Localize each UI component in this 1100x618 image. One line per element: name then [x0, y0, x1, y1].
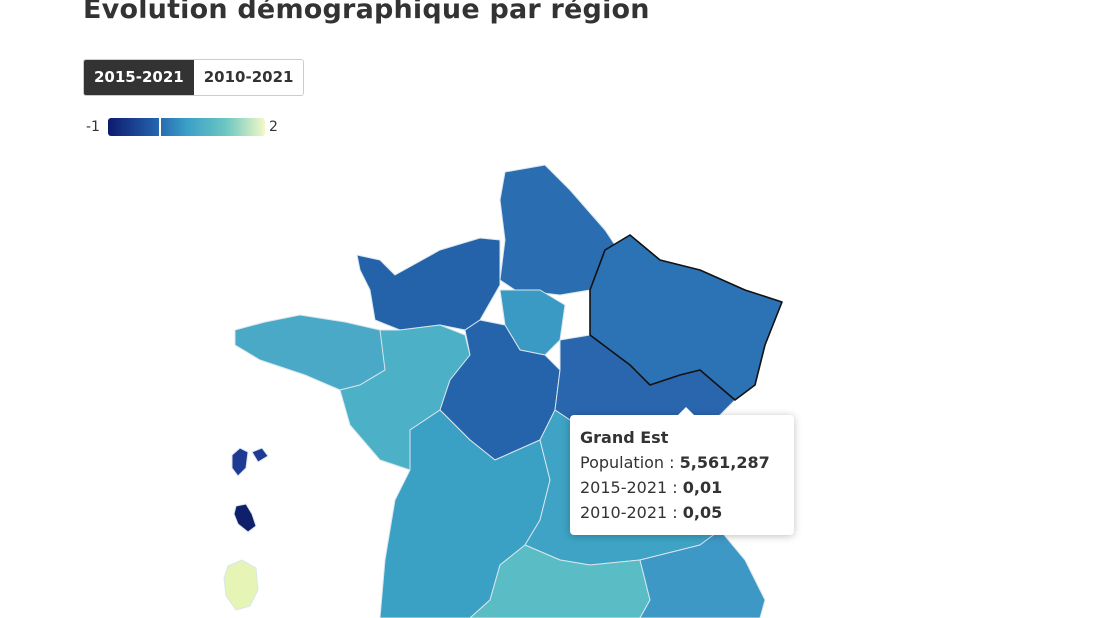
tooltip-value: 0,05 [682, 503, 723, 522]
legend-gradient [108, 118, 265, 136]
legend-marker [159, 118, 161, 136]
toggle: 2015-2021 2010-2021 [83, 59, 305, 96]
region[interactable] [233, 503, 257, 533]
tooltip-value: 0,01 [682, 478, 723, 497]
tooltip-label: 2010-2021 : [580, 503, 678, 522]
region[interactable] [356, 237, 501, 331]
tooltip-row: 2015-2021 : 0,01 [580, 475, 784, 500]
tooltip-label: Population : [580, 453, 675, 472]
tooltip-row: Population : 5,561,287 [580, 450, 784, 475]
legend-min: -1 [86, 119, 100, 135]
region[interactable] [223, 559, 259, 611]
tooltip-label: 2015-2021 : [580, 478, 678, 497]
tooltip: Grand Est Population : 5,561,287 2015-20… [570, 407, 794, 535]
region-highlighted[interactable] [589, 234, 783, 401]
tooltip-value: 5,561,287 [679, 453, 770, 472]
tooltip-row: 2010-2021 : 0,05 [580, 500, 784, 525]
region[interactable] [639, 529, 766, 618]
toggle-option[interactable]: 2015-2021 [84, 60, 194, 95]
tooltip-title: Grand Est [580, 428, 669, 447]
legend-max: 2 [269, 119, 278, 135]
toggle-option[interactable]: 2010-2021 [193, 60, 304, 95]
title: Evolution démographique par région [83, 0, 650, 25]
region[interactable] [231, 447, 269, 477]
